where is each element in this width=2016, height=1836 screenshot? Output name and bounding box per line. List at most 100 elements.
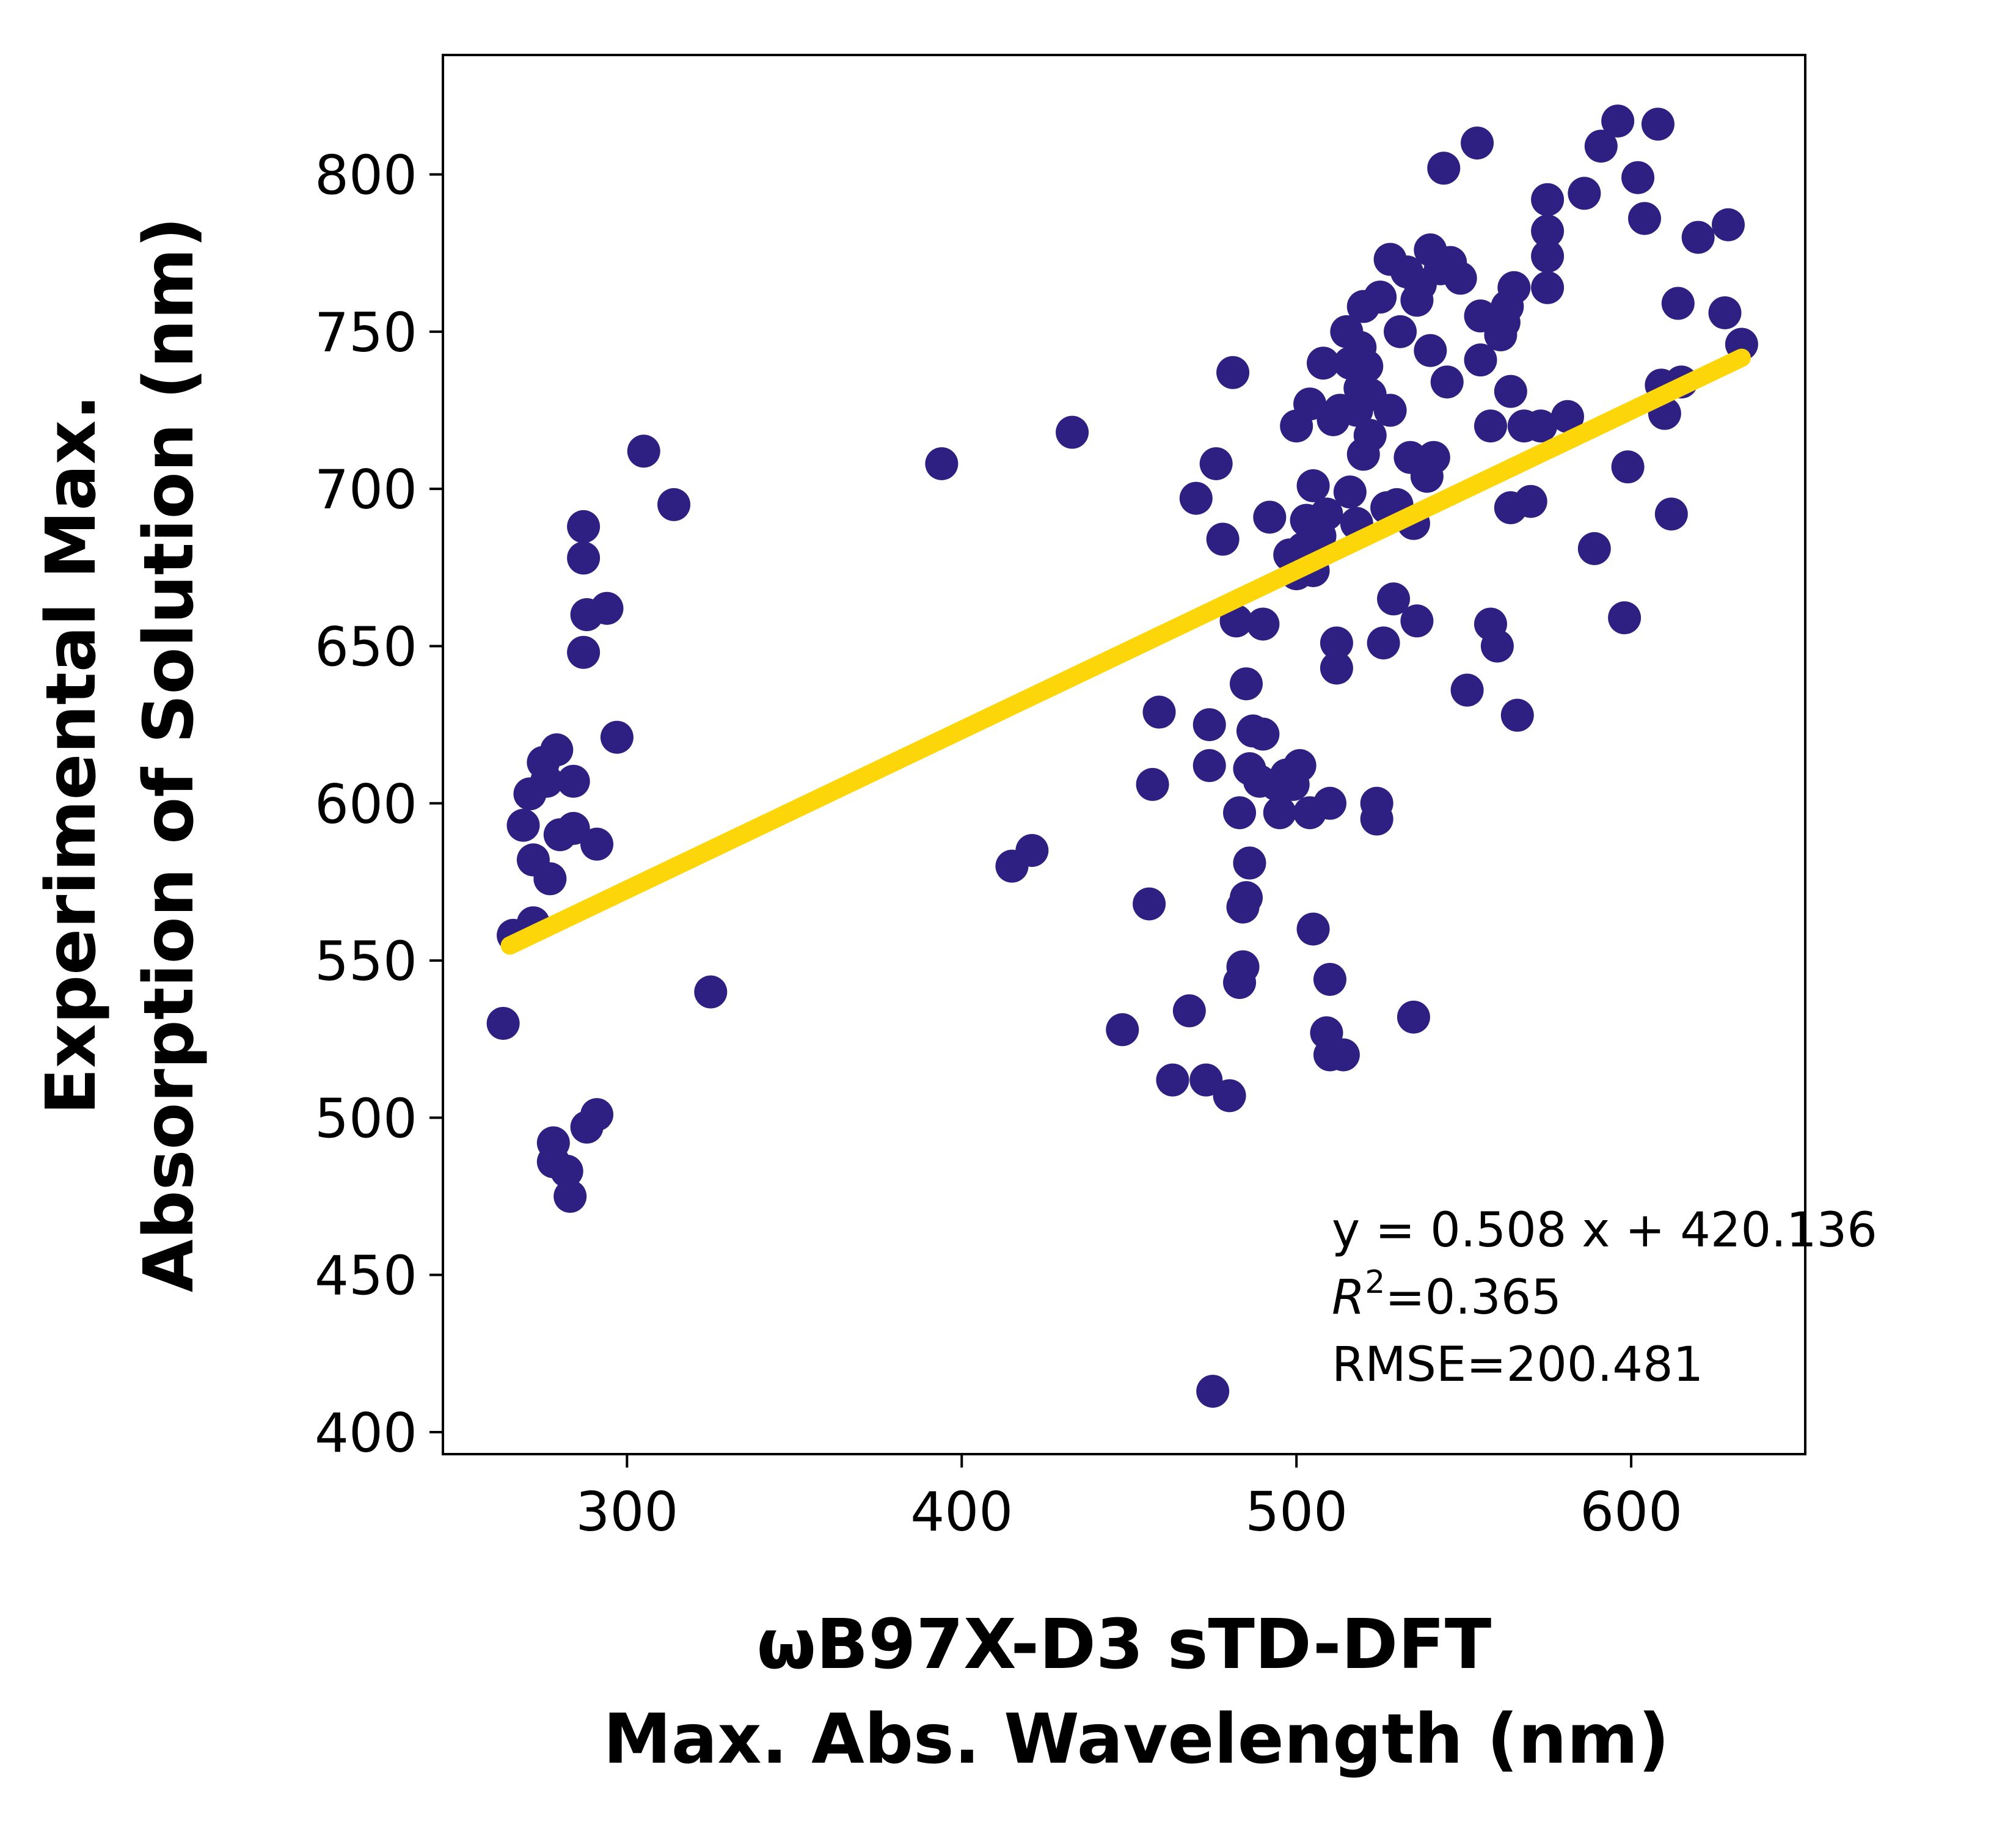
data-point <box>1514 485 1547 518</box>
data-point <box>1444 262 1477 295</box>
data-point <box>1641 108 1675 141</box>
data-point <box>1461 126 1494 160</box>
data-point <box>1427 152 1461 185</box>
data-point <box>1417 441 1450 474</box>
x-axis-ticks: 300 400 500 600 <box>575 1454 1682 1543</box>
data-point <box>1056 415 1089 449</box>
data-point <box>1708 296 1742 329</box>
y-axis-ticks: 400 450 500 550 600 650 700 750 800 <box>315 144 443 1465</box>
data-point <box>1133 887 1166 921</box>
data-point <box>1531 183 1565 216</box>
data-point <box>1353 419 1387 452</box>
x-axis-title-line-2: Max. Abs. Wavelength (nm) <box>603 1700 1669 1779</box>
data-point <box>600 720 634 754</box>
data-point <box>1142 695 1176 729</box>
data-point <box>1189 1063 1223 1097</box>
data-point <box>1246 717 1280 751</box>
data-point <box>1464 343 1497 377</box>
data-point <box>1531 240 1565 273</box>
data-point <box>1397 1000 1430 1034</box>
y-tick-label: 800 <box>315 144 417 207</box>
regression-line <box>500 348 1751 955</box>
data-point <box>533 862 567 896</box>
data-point <box>1106 1013 1139 1047</box>
data-point <box>1253 500 1287 534</box>
data-point <box>1367 626 1400 660</box>
data-point <box>557 811 590 845</box>
r-squared-label: R2=0.365 <box>1332 1264 1561 1325</box>
data-point <box>1661 287 1695 320</box>
data-point <box>1450 673 1484 707</box>
x-tick-label: 600 <box>1580 1480 1682 1543</box>
data-point <box>1480 629 1514 663</box>
y-tick-label: 700 <box>315 458 417 521</box>
data-point <box>1246 607 1280 641</box>
data-point <box>1568 177 1601 210</box>
x-tick-label: 500 <box>1245 1480 1348 1543</box>
data-point <box>1199 447 1233 480</box>
y-tick-label: 550 <box>315 930 417 993</box>
data-point <box>1414 334 1447 367</box>
data-point <box>1681 221 1715 254</box>
y-axis-title-line-2: Absorption of Solution (nm) <box>130 217 209 1292</box>
data-point <box>506 808 540 842</box>
data-point <box>1500 698 1534 732</box>
data-point <box>1307 346 1340 380</box>
fit-line-layer <box>500 348 1751 955</box>
data-point <box>694 975 728 1009</box>
data-point <box>1229 667 1263 701</box>
data-point <box>1233 846 1266 880</box>
data-points <box>486 104 1758 1408</box>
data-point <box>580 827 614 861</box>
data-point <box>1373 393 1407 427</box>
data-point <box>1156 1063 1189 1097</box>
y-axis-title-line-1: Experimental Max. <box>32 394 111 1114</box>
data-point <box>590 591 624 625</box>
y-tick-label: 750 <box>315 301 417 364</box>
data-point <box>1531 214 1565 248</box>
y-tick-label: 600 <box>315 773 417 836</box>
data-point <box>557 764 590 798</box>
rmse-label: RMSE=200.481 <box>1332 1337 1703 1392</box>
data-point <box>1136 767 1169 801</box>
y-tick-label: 650 <box>315 615 417 678</box>
data-point <box>1364 280 1397 314</box>
data-point <box>1333 475 1367 509</box>
data-point <box>1550 400 1584 433</box>
data-point <box>1474 409 1507 443</box>
data-point <box>1179 481 1213 515</box>
fit-equation-label: y = 0.508 x + 420.136 <box>1332 1203 1877 1258</box>
data-point <box>1320 651 1353 685</box>
data-point <box>1611 450 1645 484</box>
data-point <box>1293 387 1327 421</box>
data-point <box>1226 950 1260 984</box>
data-point <box>1326 1038 1360 1072</box>
data-point <box>925 447 959 480</box>
data-point <box>1320 626 1353 660</box>
data-point <box>1296 912 1330 946</box>
data-point <box>1206 522 1240 556</box>
data-point <box>540 733 574 767</box>
data-point <box>1229 881 1263 915</box>
r-squared-symbol: R <box>1332 1270 1365 1325</box>
data-point <box>1628 202 1662 235</box>
data-point <box>1310 497 1343 531</box>
data-point <box>1601 104 1635 138</box>
data-point <box>1584 130 1618 163</box>
data-point <box>1296 469 1330 503</box>
data-point <box>550 1154 583 1188</box>
data-point <box>1350 349 1384 383</box>
data-point <box>1216 356 1250 389</box>
y-tick-label: 450 <box>315 1245 417 1308</box>
data-point <box>567 541 601 575</box>
data-point <box>1360 802 1393 836</box>
data-point <box>1494 375 1527 408</box>
data-point <box>1400 604 1434 638</box>
data-point <box>1192 749 1226 783</box>
data-point <box>530 764 563 798</box>
r-squared-superscript: 2 <box>1365 1264 1385 1301</box>
data-point <box>1608 601 1642 635</box>
data-point <box>486 1006 520 1040</box>
